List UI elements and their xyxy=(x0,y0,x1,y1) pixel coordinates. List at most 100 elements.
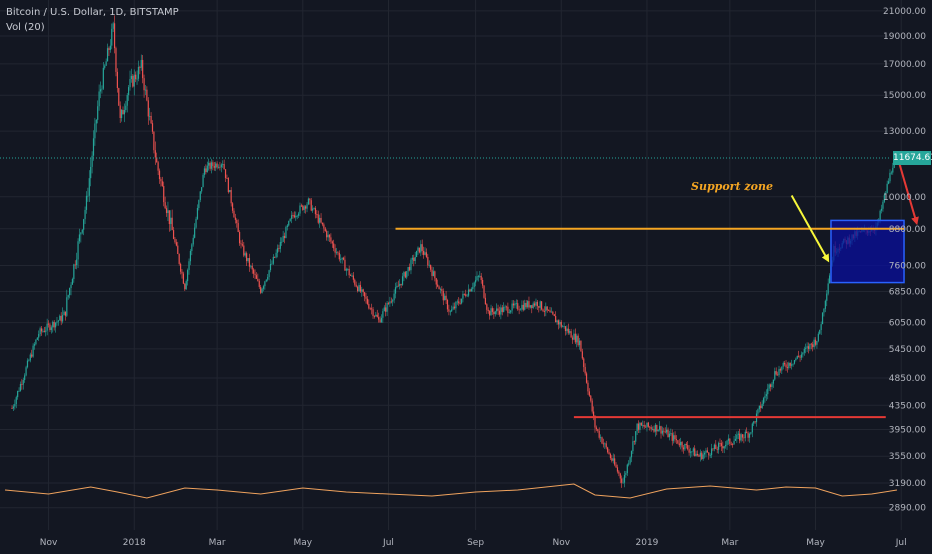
candle-body xyxy=(810,343,812,345)
candle-body xyxy=(550,311,553,313)
candle-body xyxy=(809,343,811,349)
candle-body xyxy=(179,263,182,272)
candle-body xyxy=(601,437,603,444)
time-axis[interactable]: Nov 2018 Mar May Jul Sep Nov 2019 Mar May Jul xyxy=(40,538,907,548)
x-tick-label: Nov xyxy=(40,538,58,548)
candle-body xyxy=(208,162,210,166)
candle-body xyxy=(206,165,208,173)
x-tick-label: Mar xyxy=(721,538,738,548)
candle-body xyxy=(382,311,384,318)
candle-body xyxy=(753,421,755,424)
candle-body xyxy=(255,275,258,279)
candle-body xyxy=(739,433,741,441)
candle-body xyxy=(441,288,443,291)
yellow-arrow xyxy=(790,195,830,263)
candle-body xyxy=(885,192,887,195)
candle-body xyxy=(281,241,283,243)
price-axis[interactable]: 21000.00 19000.00 17000.00 15000.00 13000.00… xyxy=(883,7,926,514)
candle-body xyxy=(81,229,83,233)
candle-body xyxy=(397,285,399,287)
candle-body xyxy=(276,248,279,253)
candle-body xyxy=(462,293,464,299)
candle-body xyxy=(305,206,307,209)
candle-body xyxy=(445,295,447,301)
candle-body xyxy=(437,284,439,287)
candle-body xyxy=(460,298,463,304)
candle-body xyxy=(706,450,708,453)
candle-body xyxy=(32,345,34,357)
candle-body xyxy=(761,403,763,409)
candle-body xyxy=(111,28,113,46)
candle-body xyxy=(43,330,45,332)
candle-body xyxy=(802,352,804,355)
candle-body xyxy=(269,264,272,271)
candle-body xyxy=(769,384,772,387)
candle-body xyxy=(375,314,377,317)
candle-body xyxy=(369,308,371,310)
candle-body xyxy=(358,285,360,292)
candle-body xyxy=(341,257,343,260)
candle-body xyxy=(355,284,357,287)
candle-body xyxy=(168,210,170,224)
candle-body xyxy=(569,331,571,333)
candle-body xyxy=(303,206,305,210)
candle-body xyxy=(559,321,561,325)
y-tick-label: 7600.00 xyxy=(889,262,926,272)
candle-body xyxy=(611,458,613,461)
candle-body xyxy=(483,285,485,298)
candle-body xyxy=(746,431,748,433)
candle-body xyxy=(330,237,332,242)
candle-body xyxy=(675,439,678,441)
candle-body xyxy=(503,307,505,312)
candle-body xyxy=(130,75,133,80)
candle-body xyxy=(726,440,728,445)
candle-body xyxy=(553,314,555,317)
candle-body xyxy=(692,448,694,452)
candle-body xyxy=(140,59,142,68)
candle-body xyxy=(128,87,130,96)
candle-body xyxy=(199,191,201,201)
candle-body xyxy=(231,203,234,211)
candle-body xyxy=(500,307,502,315)
candle-body xyxy=(345,269,347,271)
candle-body xyxy=(69,288,71,296)
candle-body xyxy=(644,426,647,428)
candle-body xyxy=(36,337,38,340)
candle-body xyxy=(585,373,588,383)
candle-body xyxy=(427,256,429,266)
candle-body xyxy=(626,464,628,474)
grid-lines xyxy=(0,0,902,530)
candle-body xyxy=(319,217,321,223)
candle-body xyxy=(349,275,352,277)
candle-body xyxy=(698,455,700,457)
candle-body xyxy=(800,354,803,358)
candle-body xyxy=(463,293,465,295)
candle-body xyxy=(741,434,744,438)
y-tick-label: 3190.00 xyxy=(889,479,926,489)
candle-body xyxy=(608,452,610,455)
candle-body xyxy=(133,74,135,87)
candle-body xyxy=(290,215,293,219)
candle-body xyxy=(487,309,489,312)
candle-body xyxy=(702,454,704,460)
candle-body xyxy=(158,170,161,180)
candle-body xyxy=(282,235,284,242)
candle-body xyxy=(782,362,784,367)
candle-body xyxy=(274,256,276,258)
candle-body xyxy=(549,310,551,313)
candle-body xyxy=(609,454,612,459)
candle-body xyxy=(126,95,128,106)
candle-body xyxy=(400,283,402,285)
candle-body xyxy=(647,422,649,427)
candle-body xyxy=(146,89,148,101)
candle-body xyxy=(497,308,499,311)
candle-body xyxy=(677,440,679,444)
candle-body xyxy=(283,235,286,239)
candle-body xyxy=(722,446,724,449)
candle-body xyxy=(673,435,675,441)
candle-body xyxy=(507,306,509,313)
candle-body xyxy=(639,422,641,430)
candle-body xyxy=(591,400,593,412)
